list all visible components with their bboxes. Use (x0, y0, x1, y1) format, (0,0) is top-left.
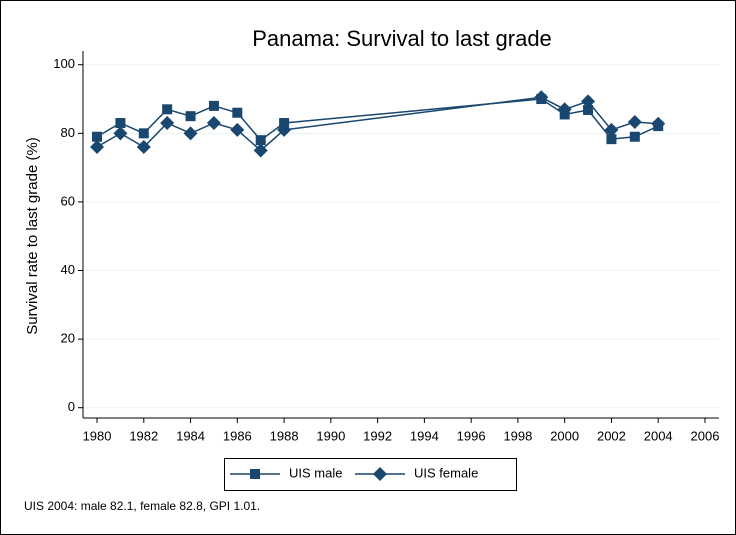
marker (629, 131, 640, 142)
marker (92, 131, 103, 142)
y-tick-label: 0 (68, 399, 75, 414)
y-tick-label: 80 (61, 125, 75, 140)
marker (255, 135, 266, 146)
marker (557, 102, 572, 117)
x-tick-label: 1992 (363, 428, 392, 443)
marker (581, 94, 596, 109)
x-tick-label: 1998 (503, 428, 532, 443)
y-axis-label: Survival rate to last grade (%) (24, 137, 41, 335)
marker (627, 114, 642, 129)
marker (606, 134, 617, 145)
marker (277, 122, 292, 137)
marker (185, 111, 196, 122)
x-tick-label: 2002 (597, 428, 626, 443)
marker (230, 122, 245, 137)
y-tick-label: 20 (61, 331, 75, 346)
x-tick-label: 1980 (83, 428, 112, 443)
marker (115, 118, 126, 129)
legend-marker (250, 469, 260, 479)
marker (162, 104, 173, 115)
marker (534, 90, 549, 105)
x-tick-label: 1996 (457, 428, 486, 443)
marker (604, 122, 619, 137)
marker (138, 128, 149, 139)
y-tick-label: 100 (53, 56, 75, 71)
y-tick-label: 40 (61, 262, 75, 277)
x-tick-label: 2000 (550, 428, 579, 443)
x-tick-label: 1990 (316, 428, 345, 443)
marker (253, 143, 268, 158)
marker (113, 126, 128, 141)
legend-label: UIS male (289, 465, 342, 480)
marker (208, 100, 219, 111)
x-tick-label: 1984 (176, 428, 205, 443)
y-tick-label: 60 (61, 193, 75, 208)
chart-title: Panama: Survival to last grade (252, 26, 552, 51)
x-tick-label: 1986 (223, 428, 252, 443)
marker (183, 126, 198, 141)
marker (232, 107, 243, 118)
x-tick-label: 2004 (644, 428, 673, 443)
note: UIS 2004: male 82.1, female 82.8, GPI 1.… (24, 499, 260, 513)
marker (206, 116, 221, 131)
x-tick-label: 1994 (410, 428, 439, 443)
marker (651, 116, 666, 131)
legend-marker (373, 467, 387, 481)
x-tick-label: 1982 (129, 428, 158, 443)
marker (136, 140, 151, 155)
legend-label: UIS female (414, 465, 478, 480)
x-tick-label: 2006 (691, 428, 720, 443)
x-tick-label: 1988 (270, 428, 299, 443)
marker (90, 140, 105, 155)
marker (583, 104, 594, 115)
marker (160, 116, 175, 131)
